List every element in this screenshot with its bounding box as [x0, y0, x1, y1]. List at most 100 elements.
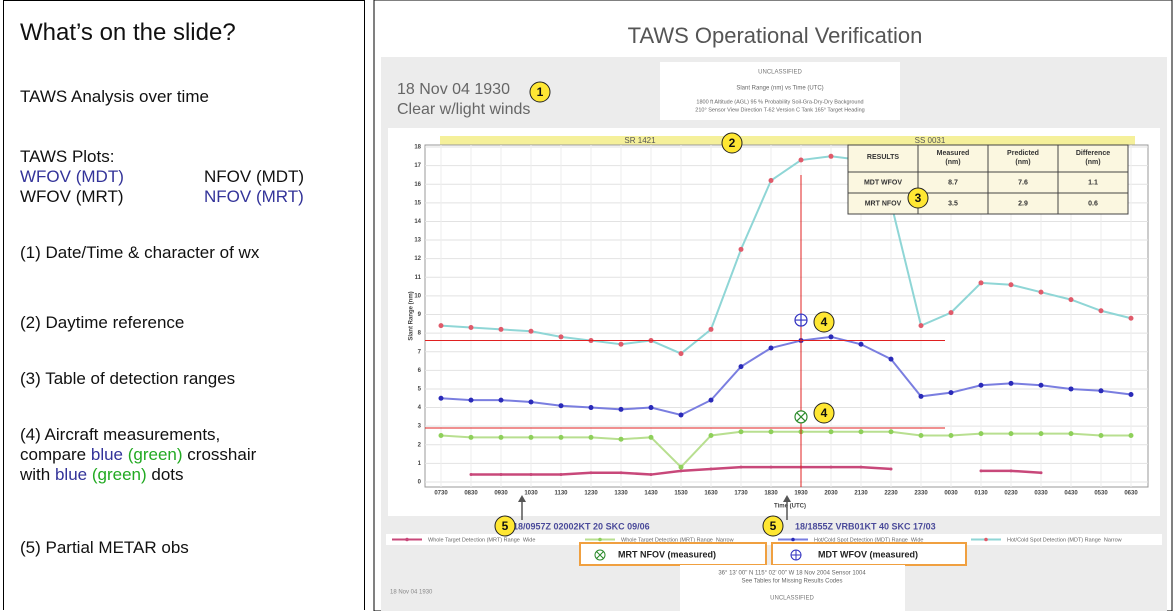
data-point	[1038, 289, 1044, 295]
green-crosshair-icon	[594, 549, 606, 561]
data-point	[1098, 388, 1104, 394]
data-point	[468, 434, 474, 440]
item: (2) Daytime reference	[20, 313, 185, 332]
legend	[386, 534, 1162, 545]
series	[425, 153, 1134, 487]
badge-label: 5	[502, 519, 509, 533]
data-point	[1128, 315, 1134, 321]
data-point	[588, 405, 594, 411]
data-point	[559, 473, 563, 477]
badge	[762, 515, 784, 537]
series-line	[440, 430, 1131, 469]
badge	[813, 402, 835, 424]
y-tick-label: 1	[418, 461, 422, 467]
chart-subtitle: 210° Sensor View Direction T-62 Version …	[695, 107, 864, 113]
data-point	[948, 390, 954, 396]
data-point	[498, 434, 504, 440]
word: compare	[20, 445, 87, 464]
data-point	[498, 397, 504, 403]
measured-legend-label: MDT WFOV (measured)	[818, 549, 918, 559]
word: (green)	[127, 445, 183, 464]
legend-marker	[984, 537, 988, 542]
x-tick-label: 1130	[554, 491, 568, 497]
data-point	[978, 280, 984, 286]
y-tick-label: 12	[414, 256, 421, 262]
legend-marker	[791, 537, 795, 542]
data-point	[1008, 282, 1014, 288]
data-point	[589, 471, 593, 475]
data-point	[498, 326, 504, 332]
badge-label: 2	[729, 136, 736, 150]
chart-subtitle: 1800 ft Altitude (AGL) 95 % Probability …	[696, 99, 863, 105]
y-tick-label: 2	[418, 442, 422, 448]
badge-label: 4	[821, 315, 828, 329]
data-point	[858, 341, 864, 347]
data-point	[618, 436, 624, 442]
sunrise: SR 1421	[624, 136, 656, 145]
badge	[529, 81, 551, 103]
data-point	[678, 464, 684, 470]
data-point	[528, 434, 534, 440]
measured-legend-box	[579, 542, 767, 566]
data-point	[618, 341, 624, 347]
data-point	[468, 325, 474, 331]
y-tick-label: 16	[414, 182, 421, 188]
item: compare blue (green) crosshair	[20, 445, 256, 465]
data-point	[1008, 380, 1014, 386]
data-point	[739, 465, 743, 469]
data-point	[588, 434, 594, 440]
x-tick-label: 2130	[854, 491, 868, 497]
table-cell: 8.7	[948, 179, 958, 186]
data-point	[768, 345, 774, 351]
header-word: Measured	[937, 150, 970, 157]
table-cell: 1.1	[1088, 179, 1098, 186]
data-point	[709, 467, 713, 471]
data-point	[1068, 431, 1074, 437]
measured-legend-label: MRT NFOV (measured)	[618, 549, 716, 559]
x-tick-label: 0630	[1124, 491, 1138, 497]
y-tick-label: 0	[418, 480, 422, 486]
data-point	[1009, 469, 1013, 473]
data-point	[678, 351, 684, 357]
data-point	[619, 471, 623, 475]
table-cell: MRT NFOV	[865, 200, 902, 207]
data-point	[859, 465, 863, 469]
data-point	[948, 310, 954, 316]
data-point	[948, 432, 954, 438]
data-point	[558, 403, 564, 409]
footer: See Tables for Missing Results Codes	[742, 579, 843, 585]
data-point	[1128, 392, 1134, 398]
x-tick-label: 1430	[644, 491, 658, 497]
y-tick-label: 17	[414, 163, 421, 169]
x-tick-label: 0730	[434, 491, 448, 497]
data-point	[738, 246, 744, 252]
plot-name: NFOV (MDT)	[204, 167, 305, 186]
data-point	[528, 328, 534, 334]
footer: 36° 13' 00" N 115° 02' 00" W 18 Nov 2004…	[718, 571, 866, 577]
y-tick-label: 14	[414, 219, 421, 225]
daytime-bar	[440, 136, 1135, 145]
metar: 18/0957Z 02002KT 20 SKC 09/06	[513, 521, 650, 531]
y-tick-label: 10	[414, 293, 421, 299]
legend-label: Hot/Cold Spot Detection (MDT) Range Narr…	[1007, 537, 1122, 543]
table-header: Measured (nm)	[937, 150, 970, 166]
data-point	[469, 473, 473, 477]
measured-crosshair	[794, 410, 808, 424]
item: with blue (green) dots	[20, 465, 184, 485]
data-point	[828, 334, 834, 340]
y-tick-label: 11	[415, 275, 422, 281]
blue-crosshair-icon	[790, 549, 802, 561]
legend-marker	[405, 537, 409, 542]
data-point	[1068, 386, 1074, 392]
data-point	[889, 467, 893, 471]
x-tick-label: 0430	[1064, 491, 1078, 497]
header-word: (nm)	[1015, 159, 1030, 166]
data-point	[888, 429, 894, 435]
data-point	[829, 465, 833, 469]
plot-name: WFOV (MRT)	[20, 187, 124, 206]
table-cell: 0.6	[1088, 200, 1098, 207]
data-point	[918, 393, 924, 399]
footer: UNCLASSIFIED	[770, 596, 814, 602]
table-header: Predicted (nm)	[1007, 150, 1039, 166]
